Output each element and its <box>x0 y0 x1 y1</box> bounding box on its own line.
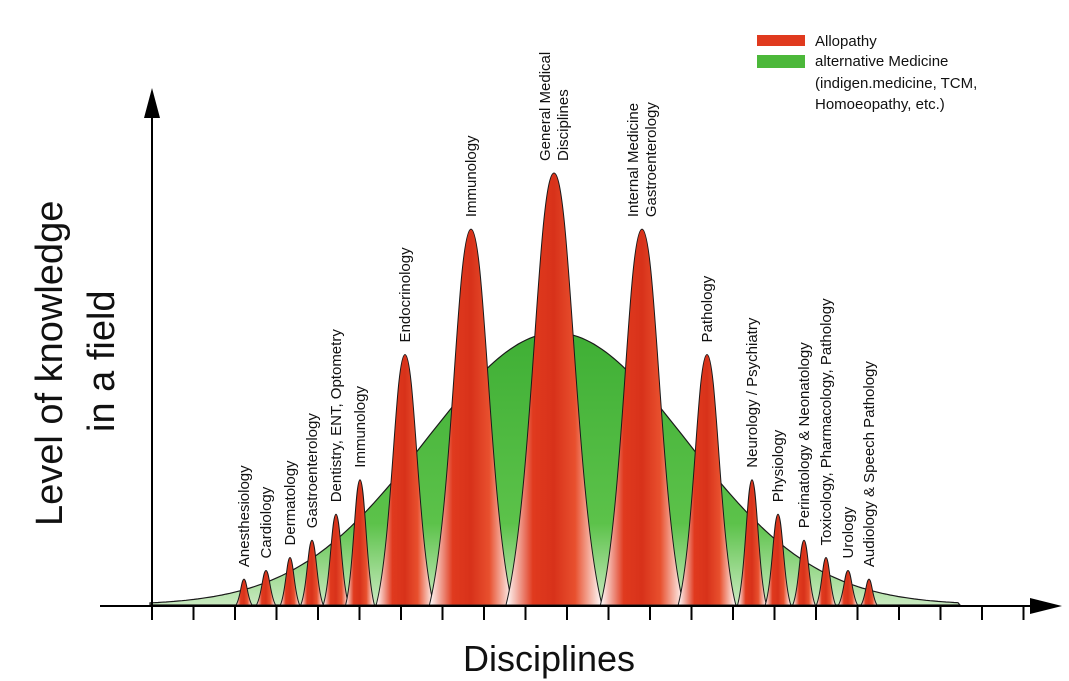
allopathy-peak <box>255 569 277 606</box>
allopathy-peak <box>344 479 376 606</box>
peak-label: Urology <box>840 506 857 558</box>
legend-alternative-swatch <box>757 55 805 68</box>
allopathy-peak <box>279 556 301 606</box>
allopathy-peak <box>375 353 435 606</box>
allopathy-peak <box>736 479 768 606</box>
peak-label: Dentistry, ENT, Optometry <box>328 329 345 503</box>
allopathy-peak <box>505 172 603 606</box>
peak-label: Toxicology, Pharmacology, Pathology <box>818 298 835 546</box>
legend-alternative-label-line3: Homoeopathy, etc.) <box>815 96 945 113</box>
x-axis-arrowhead <box>1030 598 1062 614</box>
peak-label: Audiology & Speech Pathology <box>861 361 878 567</box>
legend-allopathy-label: Allopathy <box>815 33 877 50</box>
y-axis-title-line2: in a field <box>81 290 123 432</box>
allopathy-peak <box>322 513 350 606</box>
allopathy-peak <box>677 353 737 606</box>
legend-allopathy-swatch <box>757 35 805 46</box>
x-axis-title: Disciplines <box>463 638 635 679</box>
peak-label: Disciplines <box>555 89 572 161</box>
allopathy-peak <box>837 569 859 606</box>
axes <box>100 88 1062 620</box>
allopathy-peak <box>599 228 685 606</box>
allopathy-peak <box>860 578 878 606</box>
peak-labels: Anesthesiology Cardiology Dermatology Gastr… <box>236 52 878 567</box>
y-axis-arrowhead <box>144 88 160 118</box>
peak-label: Immunology <box>463 135 480 217</box>
peak-label: Neurology / Psychiatry <box>744 317 761 468</box>
allopathy-peak <box>428 228 514 606</box>
legend: Allopathy alternative Medicine (indigen.… <box>757 33 977 113</box>
peak-label: Cardiology <box>258 486 275 558</box>
allopathy-peaks <box>235 172 878 606</box>
peak-label: Endocrinology <box>397 247 414 343</box>
allopathy-peak <box>235 578 253 606</box>
peak-label: Physiology <box>770 429 787 502</box>
allopathy-peak <box>815 556 837 606</box>
legend-alternative-label-line1: alternative Medicine <box>815 53 948 70</box>
allopathy-peak <box>300 539 324 606</box>
legend-alternative-label-line2: (indigen.medicine, TCM, <box>815 75 977 92</box>
peak-label: Anesthesiology <box>236 465 253 567</box>
peak-label: Internal Medicine <box>625 103 642 217</box>
x-axis-ticks <box>151 606 1025 620</box>
peak-label: Gastroenterology <box>643 102 660 218</box>
y-axis-title-line1: Level of knowledge <box>29 201 71 526</box>
allopathy-peak <box>764 513 792 606</box>
peak-label: Gastroenterology <box>304 413 321 529</box>
peak-label: Perinatology & Neonatology <box>796 342 813 528</box>
peak-label: Pathology <box>699 275 716 342</box>
peak-label: General Medical <box>537 52 554 161</box>
allopathy-peak <box>792 539 816 606</box>
peak-label: Immunology <box>352 386 369 468</box>
peak-label: Dermatology <box>282 460 299 546</box>
